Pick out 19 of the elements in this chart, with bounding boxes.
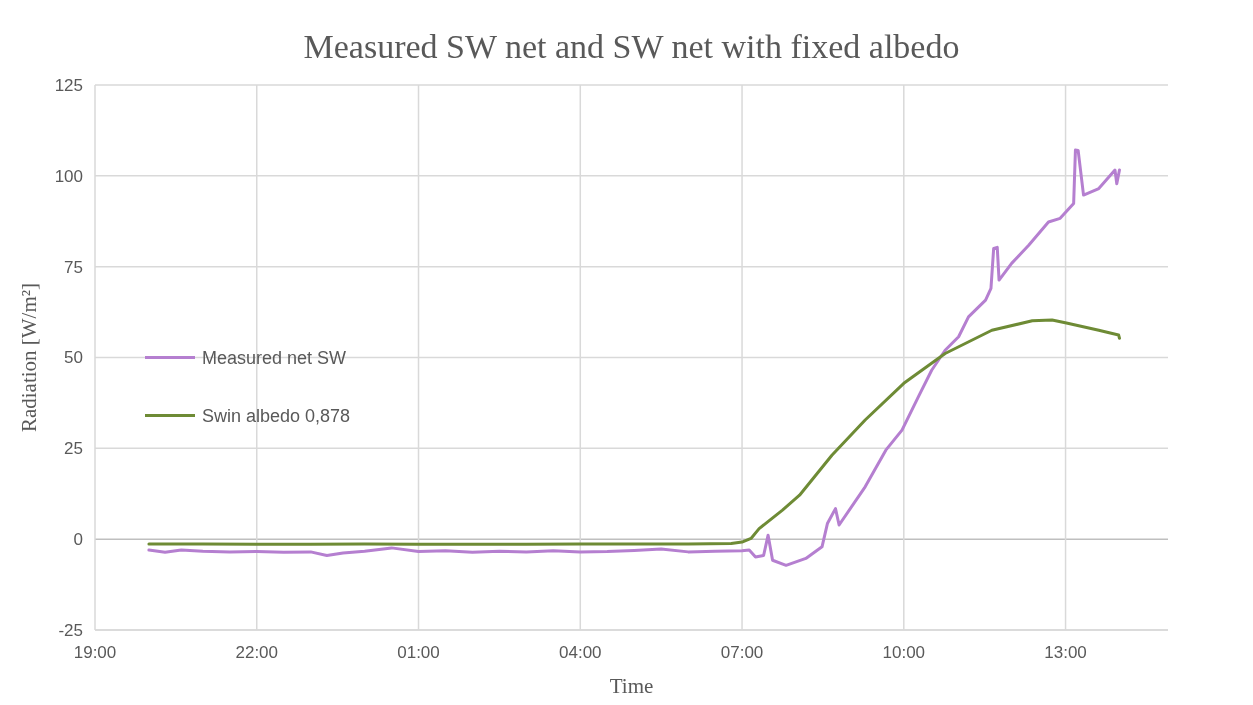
y-tick-label: -25 xyxy=(58,620,83,640)
x-tick-label: 10:00 xyxy=(882,643,926,662)
y-tick-label: 25 xyxy=(64,439,83,459)
y-tick-label: 75 xyxy=(64,257,83,277)
x-tick-label: 13:00 xyxy=(1044,643,1087,662)
y-tick-label: 50 xyxy=(64,348,83,368)
y-tick-label: 0 xyxy=(73,530,83,550)
y-axis-title: Radiation [W/m²] xyxy=(17,282,41,433)
x-tick-label: 04:00 xyxy=(559,643,602,662)
x-tick-label: 22:00 xyxy=(235,643,279,662)
y-tick-label: 100 xyxy=(54,166,83,186)
x-tick-label: 01:00 xyxy=(397,643,440,662)
x-tick-label: 19:00 xyxy=(73,643,117,662)
y-tick-label: 125 xyxy=(54,75,83,95)
x-axis-title: Time xyxy=(609,674,654,698)
legend-label: Swin albedo 0,878 xyxy=(202,405,351,426)
legend-label: Measured net SW xyxy=(202,347,347,368)
x-tick-label: 07:00 xyxy=(720,643,764,662)
chart-title: Measured SW net and SW net with fixed albedo xyxy=(303,28,960,65)
